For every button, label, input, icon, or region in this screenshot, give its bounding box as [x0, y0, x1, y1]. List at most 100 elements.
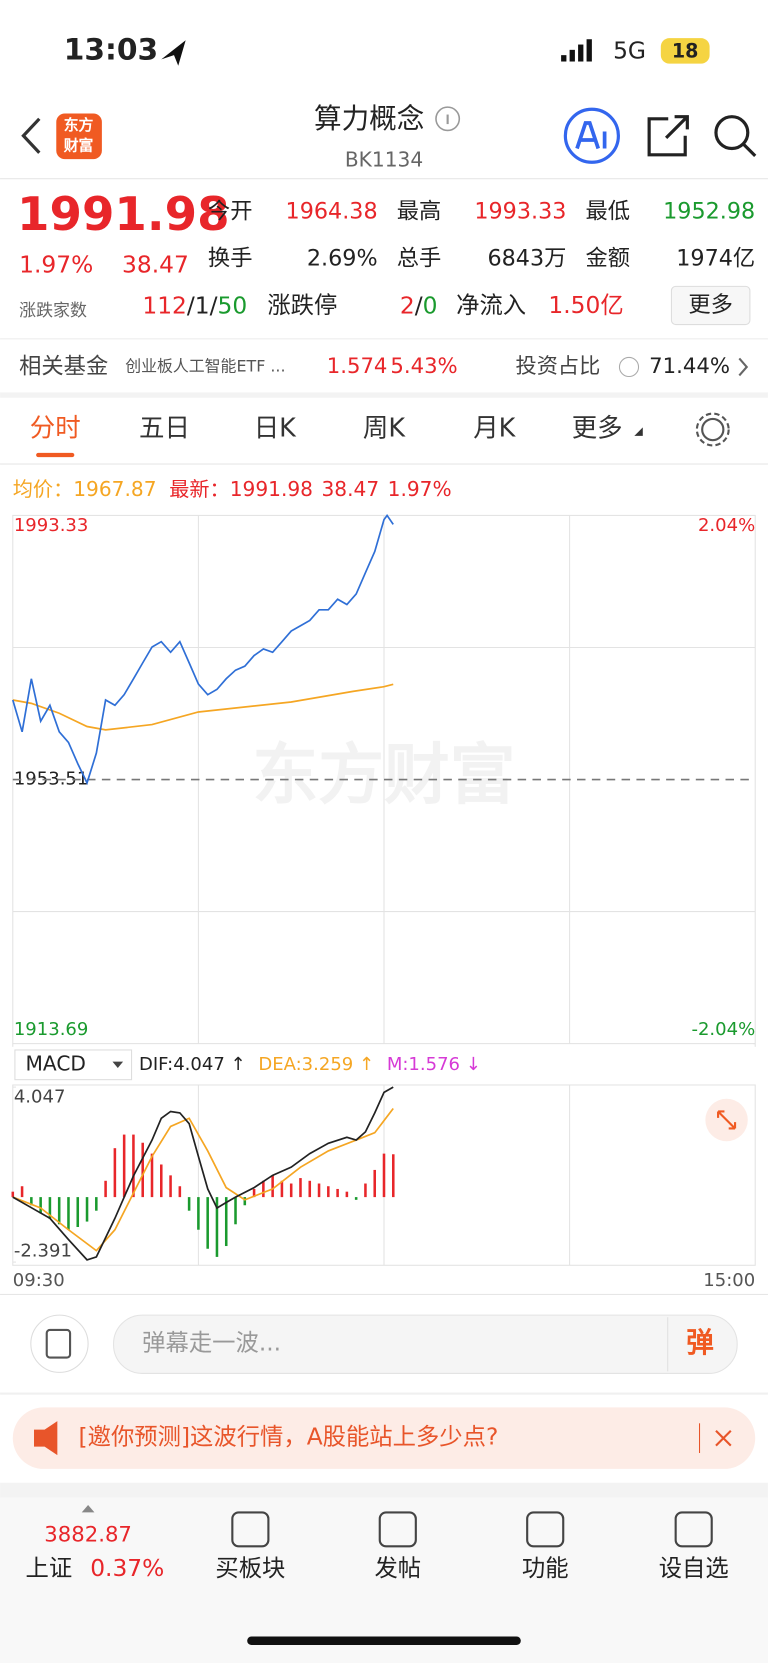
histogram-bar	[39, 1197, 42, 1214]
index-arrow	[81, 1504, 95, 1513]
y-tick-label: 1953.51	[14, 769, 89, 790]
signal-icon	[561, 39, 592, 62]
fund-label: 相关基金	[19, 353, 108, 379]
close-button[interactable]	[715, 1429, 732, 1447]
macd-legend: DIF:4.047 ↑ DEA:3.259 ↑ M:1.576 ↓	[139, 1054, 481, 1075]
nav-icon[interactable]	[526, 1511, 565, 1548]
nav-icon[interactable]	[231, 1511, 270, 1548]
series-line	[11, 513, 394, 786]
histogram-bar	[160, 1164, 163, 1198]
x-tick-label: 15:00	[703, 1270, 755, 1291]
bottom-nav	[0, 1497, 768, 1663]
x-tick-label: 09:30	[13, 1270, 65, 1291]
tab[interactable]: 更多	[572, 414, 623, 444]
tab[interactable]: 五日	[139, 414, 190, 444]
ai-button[interactable]	[563, 107, 620, 164]
tab[interactable]: 分时	[30, 414, 81, 444]
back-button[interactable]	[21, 117, 41, 154]
expand-icon	[717, 1110, 737, 1130]
limit-up: 2	[400, 291, 415, 319]
m-label: M:1.576 ↓	[387, 1054, 481, 1075]
fund-name[interactable]: 创业板人工智能ETF ...	[125, 356, 285, 375]
danmaku-button[interactable]: 弹	[686, 1326, 714, 1359]
histogram-bar	[48, 1197, 52, 1219]
histogram-bar	[224, 1197, 228, 1247]
change: 38.47	[122, 251, 189, 279]
nav-icon[interactable]	[378, 1511, 417, 1548]
index-name: 上证	[26, 1554, 73, 1582]
tabs: 分时 五日 日K 周K 月K 更多	[30, 414, 623, 444]
histogram-bar	[364, 1183, 367, 1198]
comment-menu[interactable]	[30, 1314, 89, 1373]
tab[interactable]: 周K	[363, 414, 406, 444]
divider	[0, 1392, 768, 1395]
share-button[interactable]	[647, 115, 689, 157]
nav-label[interactable]: 买板块	[215, 1554, 285, 1582]
logo-text: 财富	[64, 136, 94, 154]
histogram-bar	[113, 1148, 117, 1198]
clock: 13:03	[64, 32, 159, 67]
histogram-bar	[327, 1186, 330, 1198]
code: BK1134	[345, 148, 423, 172]
stat-value: 2.69%	[307, 245, 378, 271]
histogram-bar	[317, 1183, 321, 1198]
stat-value: 1993.33	[474, 199, 566, 225]
logo-text: 东方	[64, 116, 94, 134]
divider	[0, 1293, 768, 1295]
change-pct: 1.97%	[19, 251, 93, 279]
histogram-bar	[345, 1191, 349, 1198]
limit: 2/0	[400, 291, 438, 319]
histogram-bar	[169, 1175, 172, 1198]
title: 算力概念	[314, 102, 424, 135]
histogram-bar	[122, 1134, 126, 1198]
index-pct: 0.37%	[90, 1554, 164, 1582]
histogram-bar	[280, 1180, 284, 1198]
price: 1991.98	[17, 188, 230, 242]
separator: /	[210, 291, 218, 319]
down-count: 50	[217, 291, 247, 319]
histogram-bar	[354, 1197, 358, 1200]
nav-label[interactable]: 发帖	[374, 1554, 421, 1582]
index-value[interactable]: 3882.87	[44, 1523, 132, 1548]
last-change: 38.47	[321, 476, 379, 500]
histogram-bar	[243, 1197, 247, 1206]
banner[interactable]	[12, 1407, 756, 1469]
tab[interactable]: 日K	[254, 414, 297, 444]
histogram-bar	[20, 1186, 24, 1198]
settings-cog	[695, 412, 730, 447]
tab[interactable]: 月K	[473, 414, 516, 444]
chart-legend: 均价：1967.87 最新：1991.98 38.47 1.97%	[13, 476, 452, 500]
search-button[interactable]	[714, 115, 750, 151]
comment-menu-icon	[45, 1328, 72, 1359]
nav-icon[interactable]	[674, 1511, 713, 1548]
tab-indicator	[36, 452, 75, 458]
histogram-bar	[271, 1175, 274, 1198]
more-button[interactable]	[670, 285, 751, 326]
avg-label: 均价：	[13, 476, 73, 500]
info-icon[interactable]	[435, 106, 461, 132]
dropdown-icon	[112, 1061, 124, 1069]
histogram-bar	[178, 1186, 182, 1198]
histogram-bar	[299, 1178, 302, 1198]
location-icon	[161, 40, 186, 66]
nav-label[interactable]: 设自选	[659, 1554, 729, 1582]
ai-glyph	[575, 121, 607, 150]
last-pct: 1.97%	[388, 476, 452, 500]
histogram-bar	[206, 1197, 209, 1249]
dea-label: DEA:3.259 ↑	[258, 1054, 374, 1075]
comment-input[interactable]	[113, 1314, 738, 1374]
series-line	[12, 683, 394, 731]
histogram-bar	[76, 1197, 80, 1228]
indicator-select[interactable]	[14, 1049, 133, 1081]
help-icon[interactable]	[618, 356, 640, 378]
y-tick-label: 1993.33	[14, 515, 89, 536]
network: 5G	[613, 36, 646, 64]
divider	[0, 178, 768, 180]
nav-items: 买板块 发帖 功能 设自选	[215, 1511, 729, 1582]
up-count: 112	[142, 291, 187, 319]
series-line	[12, 1108, 394, 1252]
histogram-bar	[57, 1197, 61, 1225]
nav-label[interactable]: 功能	[522, 1554, 569, 1582]
settings-button[interactable]	[701, 417, 725, 442]
